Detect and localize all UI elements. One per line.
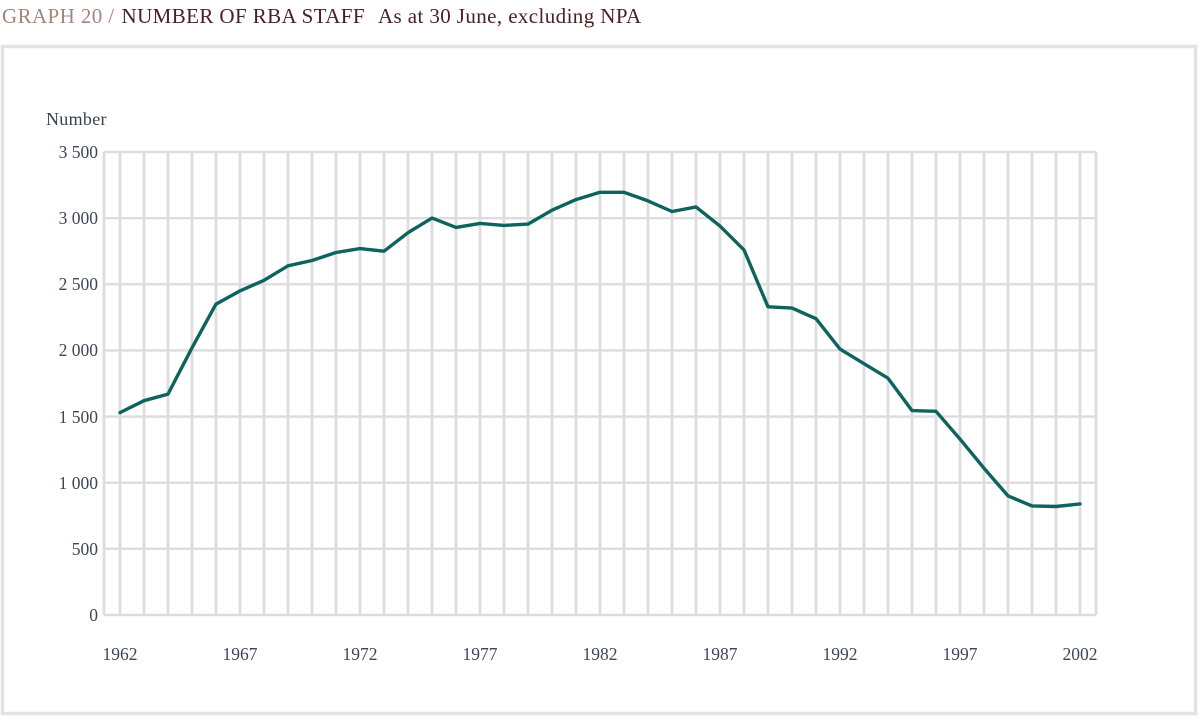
staff-series-line <box>118 190 1082 509</box>
y-axis-tick-label: 500 <box>71 538 98 559</box>
y-axis-tick-label: 2 000 <box>58 340 98 361</box>
x-axis-tick-label: 2002 <box>1062 644 1098 664</box>
graph-header: GRAPH 20 /NUMBER OF RBA STAFF As at 30 Ju… <box>2 1 642 33</box>
graph-subtitle: As at 30 June, excluding NPA <box>377 4 642 28</box>
x-axis-tick-label: 1997 <box>942 644 978 664</box>
y-axis-tick-label: 1 000 <box>58 472 98 493</box>
x-axis-tick-label: 1977 <box>462 644 498 664</box>
graph-title: NUMBER OF RBA STAFF <box>121 4 365 28</box>
y-axis-tick-label: 2 500 <box>58 274 98 295</box>
x-axis-tick-label: 1962 <box>102 644 138 664</box>
y-axis-tick-label: 1 500 <box>58 406 98 427</box>
y-axis-tick-label: 0 <box>89 605 98 625</box>
x-axis-tick-label: 1992 <box>822 644 858 664</box>
figure-border <box>0 44 1198 716</box>
y-axis-tick-label: 3 500 <box>58 142 98 162</box>
x-axis-tick-label: 1972 <box>342 644 378 664</box>
x-axis-tick-label: 1967 <box>222 644 258 664</box>
graph-number-label: GRAPH 20 / <box>2 4 115 28</box>
x-axis-tick-label: 1982 <box>582 644 618 664</box>
y-axis-unit-label: Number <box>46 109 107 129</box>
y-axis-tick-label: 3 000 <box>58 208 98 229</box>
x-axis-tick-label: 1987 <box>702 644 738 664</box>
